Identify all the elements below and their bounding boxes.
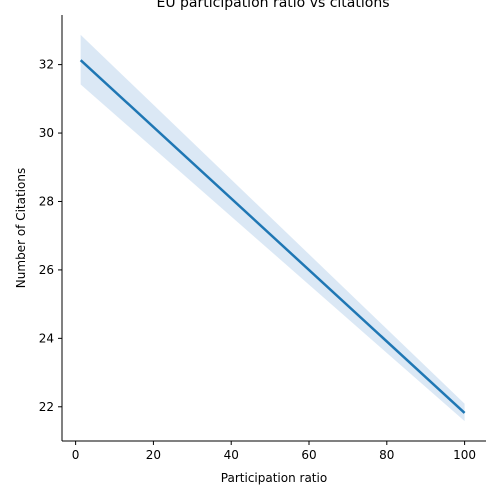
y-tick-label: 32 bbox=[39, 58, 54, 72]
y-tick-label: 24 bbox=[39, 331, 54, 345]
x-tick-label: 80 bbox=[379, 448, 394, 462]
y-tick-label: 26 bbox=[39, 263, 54, 277]
x-tick-label: 100 bbox=[453, 448, 476, 462]
chart-title: EU participation ratio vs citations bbox=[157, 0, 390, 11]
x-tick-label: 0 bbox=[72, 448, 80, 462]
y-tick-label: 22 bbox=[39, 400, 54, 414]
x-axis-title: Participation ratio bbox=[221, 471, 327, 485]
regression-line-0 bbox=[79, 59, 466, 414]
x-tick-label: 60 bbox=[301, 448, 316, 462]
x-tick-label: 40 bbox=[224, 448, 239, 462]
y-tick-label: 30 bbox=[39, 126, 54, 140]
plot-area bbox=[79, 34, 466, 422]
y-tick-label: 28 bbox=[39, 194, 54, 208]
confidence-band-0 bbox=[80, 34, 465, 422]
axes: 0 20 40 60 80 100 22 24 26 28 30 32 bbox=[39, 15, 486, 462]
x-tick-label: 20 bbox=[146, 448, 161, 462]
y-axis-title: Number of Citations bbox=[14, 168, 28, 288]
